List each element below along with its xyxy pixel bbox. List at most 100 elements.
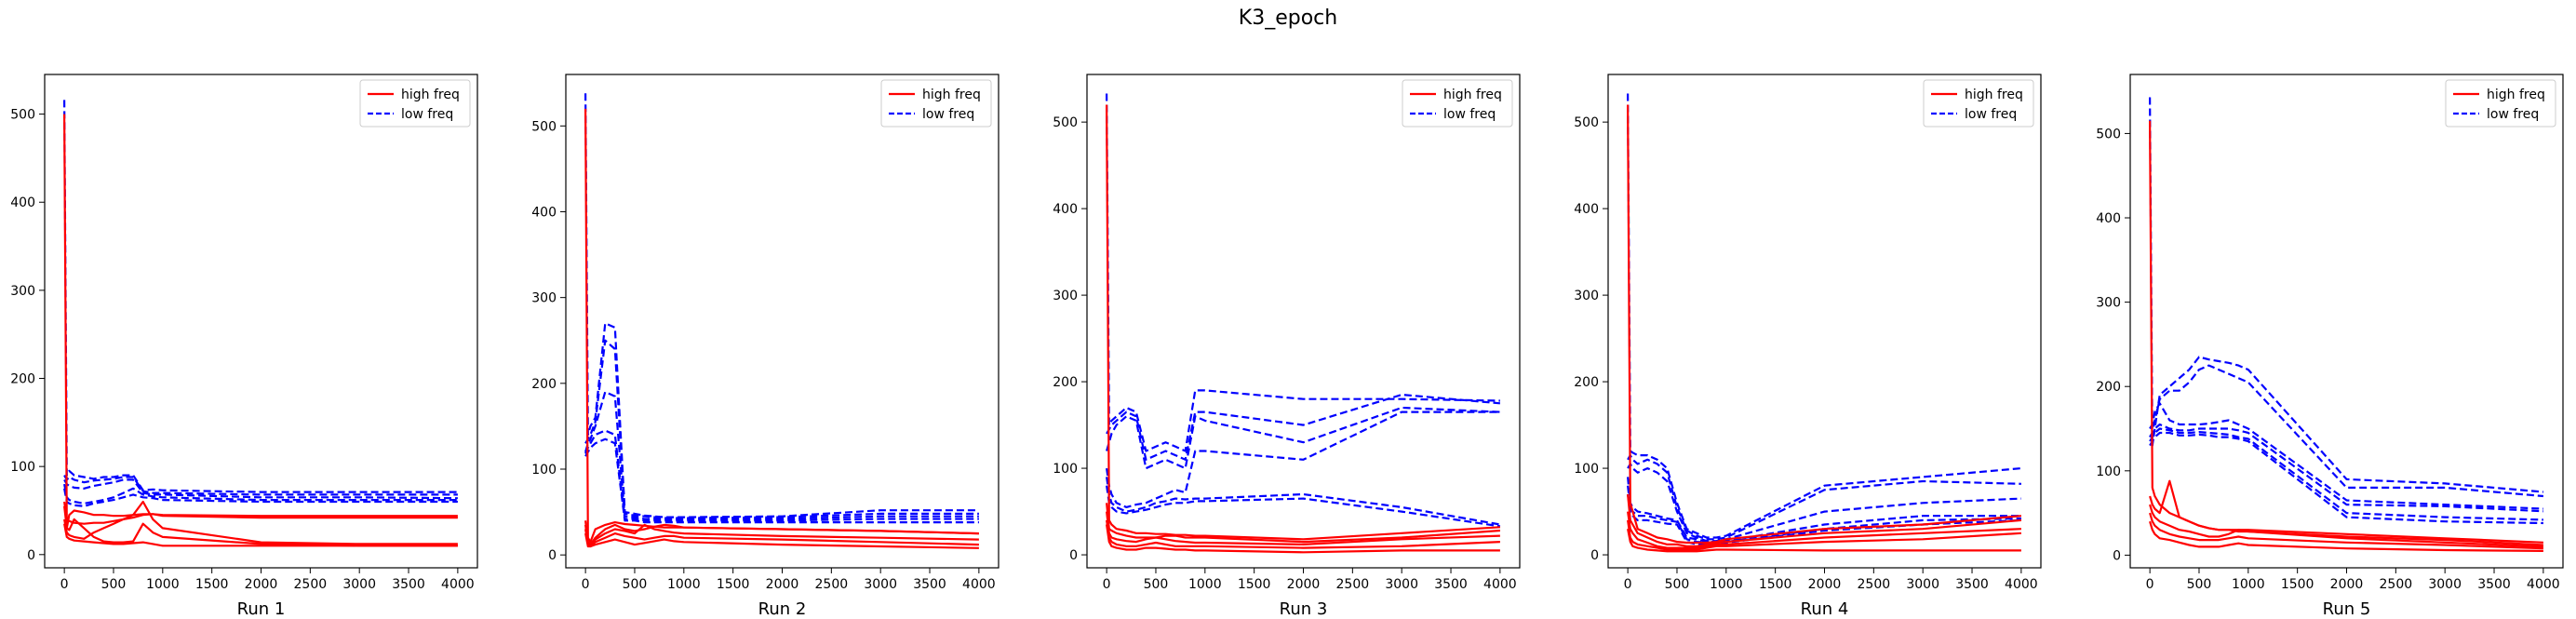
low-freq-series-line (1106, 410, 1500, 509)
legend-box (359, 79, 471, 128)
x-tick-label: 3000 (1906, 577, 1939, 592)
high-freq-series-line (1105, 104, 1500, 541)
legend-label: high freq (401, 87, 460, 102)
y-tick-label: 0 (1590, 548, 1599, 563)
x-tick-label: 4000 (962, 577, 996, 592)
x-tick-label: 3500 (2477, 577, 2511, 592)
high-freq-series-line (2149, 512, 2543, 550)
y-tick-label: 0 (548, 548, 557, 563)
axes-frame (1086, 74, 1521, 569)
x-tick-label: 1000 (667, 577, 701, 592)
x-tick-label: 1000 (2232, 577, 2265, 592)
x-tick-label: 0 (2146, 577, 2154, 592)
x-axis-label: Run 3 (1280, 599, 1328, 619)
x-axis-label: Run 5 (2323, 599, 2371, 619)
high-freq-series-line (1627, 519, 2021, 551)
x-tick-label: 500 (101, 577, 127, 592)
high-freq-series-line (584, 108, 979, 544)
y-tick-label: 100 (531, 463, 557, 478)
x-tick-label: 3500 (1434, 577, 1468, 592)
low-freq-series-line (1627, 485, 2021, 545)
y-tick-label: 100 (10, 460, 35, 475)
y-tick-label: 500 (531, 119, 557, 134)
legend-label: high freq (2487, 87, 2545, 102)
x-tick-label: 500 (1144, 577, 1169, 592)
legend-label: low freq (1443, 107, 1496, 122)
y-tick-label: 0 (2113, 548, 2121, 563)
legend-box (880, 79, 992, 128)
x-tick-label: 3500 (1955, 577, 1989, 592)
x-tick-label: 2500 (2380, 577, 2413, 592)
low-freq-series-line (584, 390, 979, 520)
subplot-panels: 0 500 1000 1500 2000 2500 3000 3500 400001002003… (10, 74, 2564, 619)
x-tick-label: 2000 (1808, 577, 1842, 592)
x-tick-label: 4000 (2005, 577, 2038, 592)
low-freq-series-line (2149, 402, 2543, 510)
high-freq-series-line (1106, 519, 1500, 549)
legend-label: high freq (1965, 87, 2023, 102)
y-tick-label: 0 (1069, 548, 1078, 563)
high-freq-series-line (1626, 104, 2021, 545)
legend: high freq low freq (1402, 79, 1513, 128)
x-tick-label: 0 (1624, 577, 1632, 592)
high-freq-series-line (2149, 504, 2543, 548)
high-freq-series-line (63, 505, 458, 547)
x-tick-label: 2000 (1287, 577, 1321, 592)
y-tick-label: 500 (2096, 127, 2121, 141)
low-freq-series-line (1106, 477, 1501, 526)
y-tick-label: 100 (1574, 462, 1599, 477)
y-tick-label: 300 (2096, 296, 2121, 311)
x-tick-label: 2500 (1336, 577, 1370, 592)
x-tick-label: 1000 (146, 577, 180, 592)
axes-frame (565, 74, 1000, 569)
series-group (2149, 97, 2543, 552)
subplot-1: 0 500 1000 1500 2000 2500 3000 3500 4000 0 100 200 3… (10, 74, 478, 619)
x-tick-label: 0 (60, 577, 69, 592)
legend-label: low freq (2487, 107, 2539, 122)
y-tick-label: 200 (1053, 375, 1078, 390)
series-group (1105, 93, 1501, 554)
figure-suptitle: K3_epoch (1239, 7, 1337, 30)
y-tick-label: 300 (10, 284, 35, 299)
legend: high freq low freq (1923, 79, 2034, 128)
subplot-3: 0 500 1000 1500 2000 2500 3000 3500 4000 0 100 200 3… (1053, 74, 1521, 619)
legend-label: low freq (401, 107, 453, 122)
x-tick-label: 1500 (1238, 577, 1271, 592)
y-tick-label: 400 (1053, 202, 1078, 217)
x-tick-label: 1500 (195, 577, 229, 592)
low-freq-series-line (584, 429, 979, 522)
x-axis-label: Run 2 (758, 599, 807, 619)
y-tick-label: 200 (2096, 380, 2121, 395)
high-freq-series-line (584, 523, 979, 546)
x-tick-label: 0 (1103, 577, 1111, 592)
x-tick-label: 1500 (2281, 577, 2314, 592)
x-tick-label: 2000 (2330, 577, 2364, 592)
x-tick-label: 500 (623, 577, 648, 592)
low-freq-series-line (584, 437, 979, 524)
high-freq-series-line (63, 500, 458, 545)
x-tick-label: 2000 (766, 577, 799, 592)
x-axis-label: Run 4 (1801, 599, 1849, 619)
y-tick-label: 200 (1574, 375, 1599, 390)
low-freq-series-line (1627, 93, 2021, 539)
x-tick-label: 1500 (717, 577, 750, 592)
legend-box (2445, 79, 2556, 128)
high-freq-series-line (1627, 528, 2021, 553)
high-freq-series-line (1106, 511, 1500, 546)
x-tick-label: 2500 (815, 577, 849, 592)
x-tick-label: 1000 (1710, 577, 1743, 592)
low-freq-series-line (1627, 463, 2021, 543)
x-tick-label: 3000 (864, 577, 897, 592)
x-tick-label: 4000 (1483, 577, 1517, 592)
x-tick-label: 4000 (441, 577, 475, 592)
low-freq-series-line (63, 100, 458, 493)
high-freq-series-line (584, 529, 979, 548)
y-tick-label: 200 (10, 372, 35, 387)
legend-label: low freq (922, 107, 974, 122)
x-tick-label: 3500 (392, 577, 425, 592)
high-freq-series-line (584, 532, 979, 549)
low-freq-series-line (63, 478, 458, 500)
x-tick-label: 2000 (245, 577, 278, 592)
low-freq-series-line (2149, 431, 2543, 525)
low-freq-series-line (1627, 477, 2021, 544)
